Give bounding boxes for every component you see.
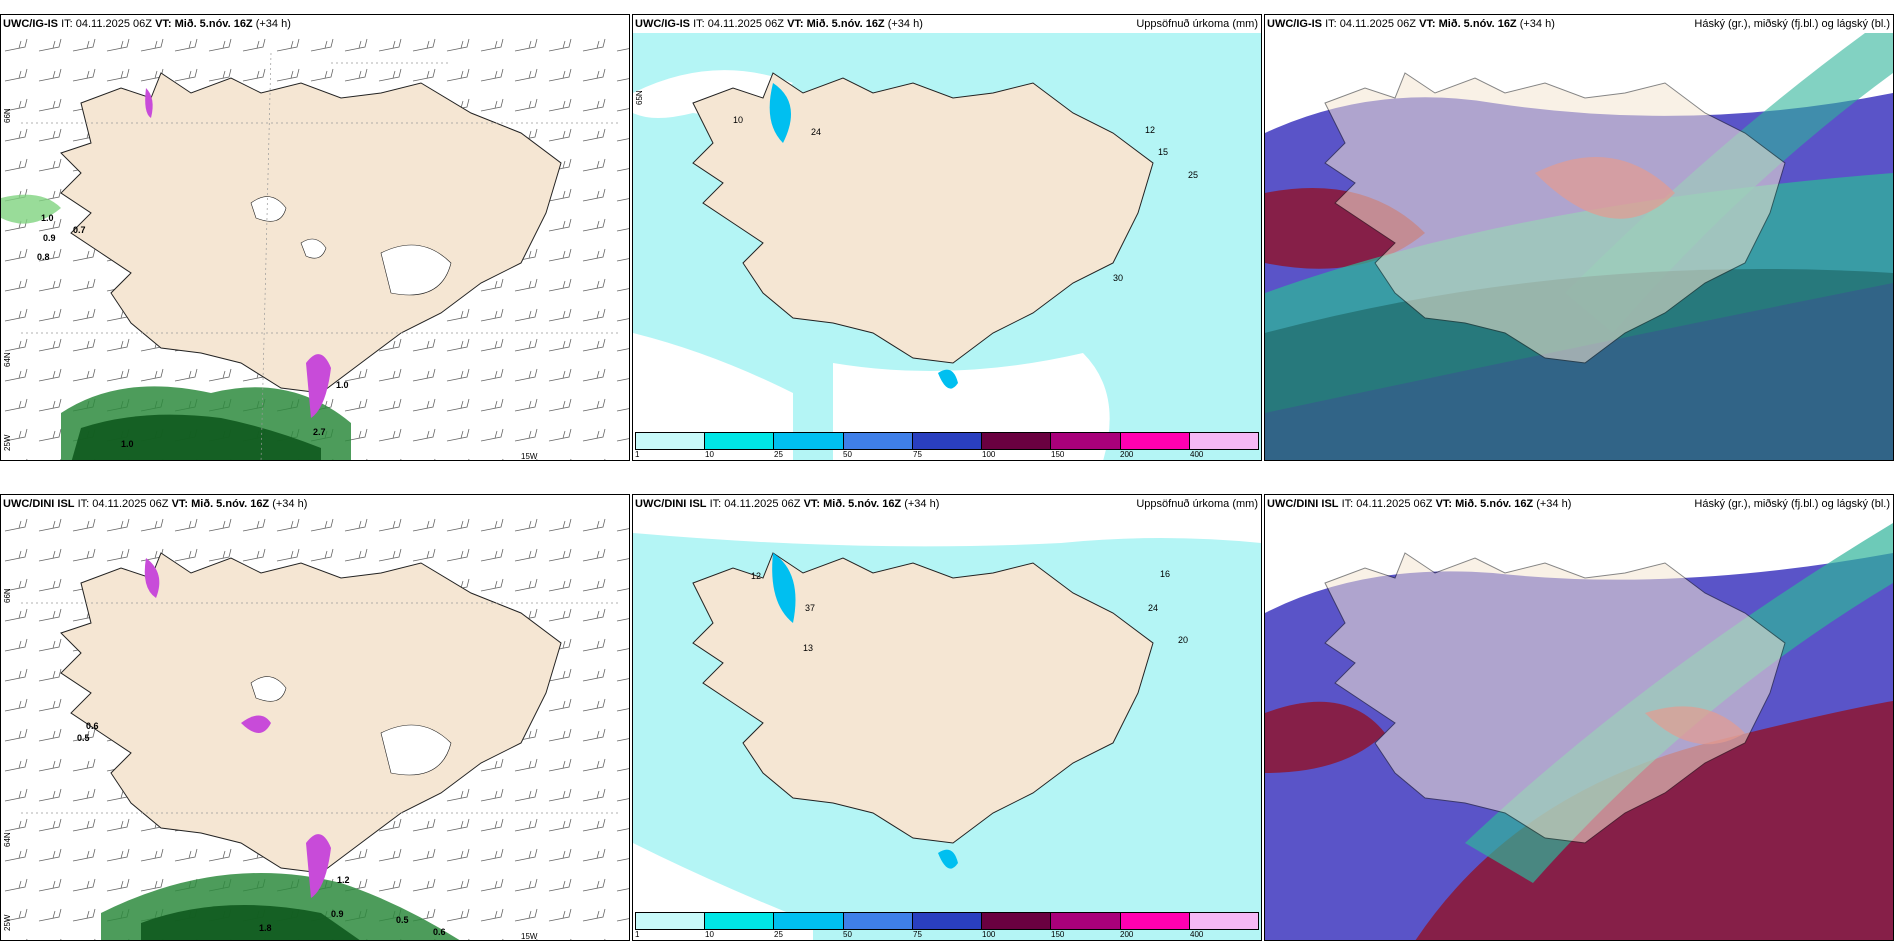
lat-label: 65N (635, 90, 644, 105)
map-panel-wind-top: UWC/IG-IS IT: 04.11.2025 06Z VT: Mið. 5.… (0, 14, 630, 461)
value-label: 24 (1148, 603, 1159, 613)
precip-map (633, 33, 1261, 460)
colorbar-swatch (705, 913, 775, 929)
map-panel-wind-bottom: UWC/DINI ISL IT: 04.11.2025 06Z VT: Mið.… (0, 494, 630, 941)
map-panel-cloud-bottom: UWC/DINI ISL IT: 04.11.2025 06Z VT: Mið.… (1264, 494, 1894, 941)
value-label: 0.5 (77, 733, 90, 743)
value-label: 1.0 (41, 213, 54, 223)
panel-title: UWC/IG-IS IT: 04.11.2025 06Z VT: Mið. 5.… (635, 18, 923, 30)
wind-map (1, 33, 629, 460)
colorbar-swatch (1051, 433, 1121, 449)
colorbar-swatch (1051, 913, 1121, 929)
value-label: 16 (1160, 569, 1171, 579)
value-label: 13 (803, 643, 814, 653)
colorbar-swatch (705, 433, 775, 449)
value-label: 12 (751, 571, 762, 581)
value-label: 1.0 (336, 380, 349, 390)
lat-label: 25W (3, 914, 12, 931)
colorbar-ticks: 1 10 25 50 75 100 150 200 400 (635, 450, 1204, 459)
map-panel-precip-bottom: UWC/DINI ISL IT: 04.11.2025 06Z VT: Mið.… (632, 494, 1262, 941)
lat-label: 25W (3, 434, 12, 451)
colorbar-swatch (1189, 913, 1258, 929)
value-label: 20 (1178, 635, 1189, 645)
precip-colorbar (635, 432, 1259, 450)
value-label: 0.6 (433, 927, 446, 937)
panel-title: UWC/DINI ISL IT: 04.11.2025 06Z VT: Mið.… (1267, 498, 1572, 510)
lat-label: 66N (3, 588, 12, 603)
value-label: 30 (1113, 273, 1124, 283)
colorbar-swatch (774, 913, 844, 929)
colorbar-swatch (982, 913, 1052, 929)
value-label: 0.9 (43, 233, 56, 243)
colorbar-swatch (982, 433, 1052, 449)
field-title: Háský (gr.), miðský (fj.bl.) og lágský (… (1694, 498, 1890, 510)
panel-title: UWC/IG-IS IT: 04.11.2025 06Z VT: Mið. 5.… (3, 18, 291, 30)
value-label: 1.2 (337, 875, 350, 885)
value-label: 0.9 (331, 909, 344, 919)
colorbar-ticks: 1 10 25 50 75 100 150 200 400 (635, 930, 1204, 939)
cloud-map (1265, 33, 1893, 460)
map-panel-precip-top: UWC/IG-IS IT: 04.11.2025 06Z VT: Mið. 5.… (632, 14, 1262, 461)
colorbar-swatch (843, 913, 913, 929)
field-title: Uppsöfnuð úrkoma (mm) (1136, 18, 1258, 30)
lon-label: 15W (521, 932, 538, 941)
value-label: 0.7 (73, 225, 86, 235)
colorbar-swatch (1120, 913, 1190, 929)
panel-title: UWC/DINI ISL IT: 04.11.2025 06Z VT: Mið.… (635, 498, 940, 510)
colorbar-swatch (774, 433, 844, 449)
value-label: 15 (1158, 147, 1169, 157)
field-title: Uppsöfnuð úrkoma (mm) (1136, 498, 1258, 510)
precip-map (633, 513, 1261, 940)
value-label: 0.8 (37, 252, 50, 262)
lat-label: 64N (3, 832, 12, 847)
wind-map (1, 513, 629, 940)
value-label: 0.5 (396, 915, 409, 925)
panel-title: UWC/DINI ISL IT: 04.11.2025 06Z VT: Mið.… (3, 498, 308, 510)
colorbar-swatch (1120, 433, 1190, 449)
colorbar-swatch (636, 913, 706, 929)
value-label: 24 (811, 127, 822, 137)
value-label: 1.0 (121, 439, 134, 449)
colorbar-swatch (912, 433, 983, 449)
colorbar-swatch (1189, 433, 1258, 449)
colorbar-swatch (636, 433, 706, 449)
value-label: 10 (733, 115, 744, 125)
value-label: 2.7 (313, 427, 326, 437)
value-label: 1.8 (259, 923, 272, 933)
value-label: 12 (1145, 125, 1156, 135)
panel-title: UWC/IG-IS IT: 04.11.2025 06Z VT: Mið. 5.… (1267, 18, 1555, 30)
colorbar-swatch (843, 433, 913, 449)
value-label: 0.6 (86, 721, 99, 731)
value-label: 25 (1188, 170, 1199, 180)
lon-label: 15W (521, 452, 538, 461)
lat-label: 64N (3, 352, 12, 367)
lat-label: 66N (3, 108, 12, 123)
map-panel-cloud-top: UWC/IG-IS IT: 04.11.2025 06Z VT: Mið. 5.… (1264, 14, 1894, 461)
field-title: Háský (gr.), miðský (fj.bl.) og lágský (… (1694, 18, 1890, 30)
value-label: 37 (805, 603, 816, 613)
precip-colorbar (635, 912, 1259, 930)
colorbar-swatch (912, 913, 983, 929)
cloud-map (1265, 513, 1893, 940)
